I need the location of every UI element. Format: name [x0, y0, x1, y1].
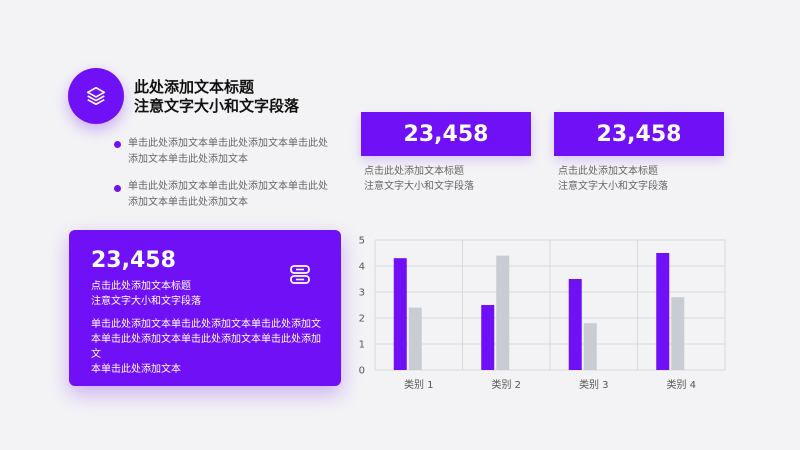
stat-caption-line2: 注意文字大小和文字段落 — [558, 181, 668, 192]
stat-caption-line1: 点击此处添加文本标题 — [558, 166, 658, 177]
bar-series-1-1 — [393, 258, 407, 370]
highlight-card: 23,458 点击此处添加文本标题 注意文字大小和文字段落 单击此处添加文本单击… — [69, 230, 341, 386]
list-item-line2: 添加文本单击此处添加文本 — [128, 154, 248, 165]
page-title: 此处添加文本标题 注意文字大小和文字段落 — [134, 78, 299, 116]
card-caption-line1: 点击此处添加文本标题 — [91, 281, 191, 292]
stat-value: 23,458 — [596, 121, 682, 147]
layers-icon — [86, 86, 106, 106]
bar-series-1-4 — [656, 253, 670, 370]
y-tick-label: 5 — [359, 236, 365, 247]
card-body-line3: 本单击此处添加文本 — [91, 364, 181, 375]
card-body-text: 单击此处添加文本单击此处添加文本单击此处添加文 本单击此处添加文本单击此处添加文… — [91, 317, 327, 377]
y-tick-label: 3 — [359, 288, 365, 299]
bar-chart: 0 1 2 3 4 5 类别 1 类别 2 类别 3 类别 4 — [359, 236, 726, 391]
bar-series-1-3 — [568, 279, 582, 370]
card-body-line2: 本单击此处添加文本单击此处添加文本单击此处添加文 — [91, 334, 321, 360]
list-item: 单击此处添加文本单击此处添加文本单击此处 添加文本单击此处添加文本 — [128, 136, 338, 168]
x-tick-label: 类别 3 — [579, 378, 609, 391]
bullet-dot — [114, 185, 121, 192]
stat-caption-2: 点击此处添加文本标题 注意文字大小和文字段落 — [558, 164, 668, 194]
bar-series-1-2 — [481, 305, 495, 370]
stat-value: 23,458 — [403, 121, 489, 147]
y-tick-label: 0 — [359, 366, 365, 377]
bar-series-2-2 — [496, 255, 510, 370]
list-item-line2: 添加文本单击此处添加文本 — [128, 197, 248, 208]
card-value: 23,458 — [91, 248, 176, 273]
stat-caption-line1: 点击此处添加文本标题 — [364, 166, 464, 177]
bullet-dot — [114, 141, 121, 148]
stat-caption-line2: 注意文字大小和文字段落 — [364, 181, 474, 192]
y-tick-label: 2 — [359, 314, 365, 325]
bar-series-2-1 — [408, 307, 422, 370]
bar-series-2-4 — [671, 297, 685, 370]
stat-caption-1: 点击此处添加文本标题 注意文字大小和文字段落 — [364, 164, 474, 194]
x-tick-label: 类别 4 — [666, 378, 696, 391]
bar-series-2-3 — [583, 323, 597, 370]
card-body-line1: 单击此处添加文本单击此处添加文本单击此处添加文 — [91, 319, 321, 330]
page-title-line1: 此处添加文本标题 — [134, 78, 255, 96]
x-tick-label: 类别 1 — [404, 378, 434, 391]
card-caption: 点击此处添加文本标题 注意文字大小和文字段落 — [91, 279, 201, 309]
page-title-line2: 注意文字大小和文字段落 — [134, 97, 300, 115]
y-tick-label: 4 — [359, 262, 365, 273]
list-item-line1: 单击此处添加文本单击此处添加文本单击此处 — [128, 181, 328, 192]
y-tick-label: 1 — [359, 340, 365, 351]
stacked-cards-icon — [287, 264, 313, 290]
list-item: 单击此处添加文本单击此处添加文本单击此处 添加文本单击此处添加文本 — [128, 179, 338, 211]
x-tick-label: 类别 2 — [491, 378, 521, 391]
stat-box-1: 23,458 — [361, 112, 531, 156]
list-item-line1: 单击此处添加文本单击此处添加文本单击此处 — [128, 138, 328, 149]
card-caption-line2: 注意文字大小和文字段落 — [91, 296, 201, 307]
stat-box-2: 23,458 — [554, 112, 724, 156]
header-icon-badge — [68, 68, 124, 124]
